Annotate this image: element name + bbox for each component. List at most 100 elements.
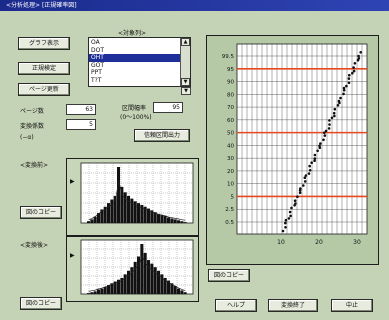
y-tick-label: 40 bbox=[227, 143, 234, 149]
probability-point bbox=[323, 131, 326, 134]
help-button[interactable]: ヘルプ bbox=[215, 299, 257, 312]
histogram-bar bbox=[87, 221, 91, 223]
probability-plot: 99.5 95 90 80 70 60 50 40 30 20 10 5 2.5 0.5 10 20 30 bbox=[222, 43, 368, 246]
fitted-curve bbox=[88, 255, 186, 292]
histogram-bar bbox=[180, 290, 184, 294]
x-tick-label: 10 bbox=[277, 239, 285, 246]
probability-point bbox=[345, 84, 348, 88]
y-tick-label: 10 bbox=[227, 182, 234, 188]
copy-probability-button[interactable]: 図のコピー bbox=[208, 269, 250, 282]
window-title: <分析処理> [正規確率図] bbox=[6, 2, 77, 9]
histogram-bar bbox=[133, 261, 137, 294]
after-transform-label: <変換後> bbox=[20, 242, 49, 249]
transform-coef-field[interactable]: 5 bbox=[66, 119, 96, 130]
list-item[interactable]: OA bbox=[91, 39, 100, 46]
page-update-button[interactable]: ページ更新 bbox=[18, 83, 70, 96]
list-item[interactable]: T?T bbox=[91, 76, 102, 84]
target-list[interactable]: OA DOT OHT GOT PPT T?T ▲ ▼ bbox=[88, 37, 191, 87]
histogram-bar bbox=[150, 210, 154, 223]
probability-point bbox=[352, 69, 356, 73]
y-tick-label: 80 bbox=[227, 92, 234, 98]
before-histogram: ▶ bbox=[70, 162, 194, 224]
y-tick-label: 60 bbox=[227, 118, 234, 124]
probability-point bbox=[342, 88, 346, 92]
probability-point bbox=[288, 210, 292, 214]
normality-test-button[interactable]: 正規検定 bbox=[18, 62, 70, 75]
probability-point bbox=[339, 96, 342, 100]
graph-show-button[interactable]: グラフ表示 bbox=[18, 37, 70, 50]
histogram-bar bbox=[113, 195, 117, 223]
histogram-bar bbox=[167, 280, 171, 294]
probability-point bbox=[304, 174, 308, 177]
finish-button[interactable]: 変換終了 bbox=[268, 299, 318, 312]
histogram-bar bbox=[170, 218, 174, 223]
probability-point bbox=[307, 172, 311, 175]
y-tick-label: 99.5 bbox=[222, 54, 235, 60]
probability-point bbox=[332, 111, 336, 115]
probability-point bbox=[319, 142, 322, 145]
histogram-bar bbox=[157, 270, 161, 294]
probability-point bbox=[293, 199, 297, 202]
probability-point bbox=[299, 187, 302, 190]
probability-point bbox=[296, 195, 299, 198]
histogram-bar bbox=[97, 289, 101, 294]
bins-field[interactable]: 63 bbox=[66, 104, 96, 115]
list-item[interactable]: PPT bbox=[91, 69, 102, 77]
histogram-bar bbox=[160, 274, 164, 294]
interval-sub-label: (0〜100%) bbox=[120, 114, 152, 121]
histogram-bar bbox=[160, 214, 164, 223]
probability-point bbox=[342, 92, 345, 96]
y-tick-label: 20 bbox=[227, 169, 234, 175]
interval-label: 区間幅率 bbox=[122, 105, 147, 112]
histogram-bar bbox=[140, 204, 144, 223]
probability-point bbox=[284, 221, 287, 225]
after-histogram-frame: ▶ bbox=[66, 236, 199, 302]
probability-plot-frame: 99.5 95 90 80 70 60 50 40 30 20 10 5 2.5 0.5 10 20 30 bbox=[206, 35, 379, 265]
probability-point bbox=[308, 169, 312, 172]
histogram-bar bbox=[177, 220, 181, 223]
list-down-arrow-icon[interactable]: ▼ bbox=[181, 87, 191, 95]
histogram-bar bbox=[107, 203, 111, 223]
list-scrollbar[interactable]: ▲ ▼ bbox=[180, 38, 190, 86]
probability-point bbox=[347, 81, 351, 85]
scroll-down-icon[interactable]: ▼ bbox=[181, 78, 190, 86]
probability-point bbox=[324, 129, 328, 133]
probability-point bbox=[290, 206, 293, 210]
probability-point bbox=[353, 62, 357, 65]
y-tick-label: 95 bbox=[227, 67, 234, 73]
histogram-bar bbox=[167, 217, 171, 223]
probability-point bbox=[328, 119, 331, 122]
histogram-bar bbox=[90, 292, 94, 294]
histogram-bar bbox=[120, 277, 124, 294]
y-tick-label: 5 bbox=[231, 194, 235, 200]
y-tick-label: 50 bbox=[227, 131, 234, 137]
histogram-bar bbox=[87, 293, 91, 294]
histogram-bar bbox=[90, 219, 94, 223]
before-marker-icon: ▶ bbox=[70, 178, 75, 185]
bins-label: ページ数 bbox=[20, 108, 44, 115]
copy-before-button[interactable]: 図のコピー bbox=[20, 206, 62, 219]
before-histogram-frame: ▶ bbox=[66, 158, 199, 236]
x-tick-label: 20 bbox=[315, 239, 323, 246]
probability-point bbox=[284, 226, 287, 229]
cancel-button[interactable]: 中止 bbox=[331, 299, 373, 312]
histogram-bar bbox=[123, 274, 127, 294]
scroll-up-icon[interactable]: ▲ bbox=[181, 38, 190, 46]
histogram-bar bbox=[183, 292, 187, 294]
reliability-output-button[interactable]: 信頼区間出力 bbox=[134, 129, 190, 142]
histogram-bar bbox=[147, 260, 151, 294]
probability-point bbox=[357, 54, 360, 58]
interval-field[interactable]: 95 bbox=[153, 102, 183, 113]
probability-point bbox=[310, 161, 313, 164]
y-tick-label: 70 bbox=[227, 105, 234, 111]
list-item[interactable]: OHT bbox=[89, 54, 181, 62]
histogram-bar bbox=[103, 206, 107, 223]
histogram-bar bbox=[117, 167, 121, 223]
list-item[interactable]: DOT bbox=[91, 46, 105, 54]
histogram-bar bbox=[163, 215, 167, 223]
list-item[interactable]: GOT bbox=[91, 61, 105, 69]
probability-point bbox=[333, 107, 337, 111]
copy-after-button[interactable]: 図のコピー bbox=[20, 297, 62, 310]
probability-point bbox=[316, 149, 319, 153]
histogram-bar bbox=[143, 252, 147, 294]
